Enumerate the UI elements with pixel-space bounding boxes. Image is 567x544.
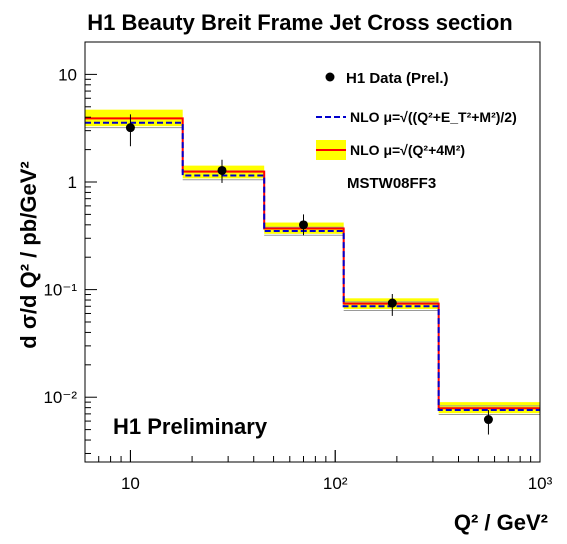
- data-point: [125, 123, 135, 133]
- x-tick-label: 10²: [323, 474, 348, 493]
- x-tick-label: 10³: [528, 474, 553, 493]
- data-point: [298, 220, 308, 230]
- plot-frame: [84, 41, 541, 463]
- x-axis-label: Q² / GeV²: [454, 510, 548, 535]
- legend-pdf-label: MSTW08FF3: [347, 175, 436, 192]
- legend-data-label: H1 Data (Prel.): [346, 70, 449, 87]
- nlo-red-step-line: [85, 117, 540, 410]
- legend: H1 Data (Prel.) NLO μ=√((Q²+E_T²+M²)/2) …: [316, 70, 517, 192]
- y-tick-label: 10: [58, 65, 77, 84]
- preliminary-label: H1 Preliminary: [113, 414, 268, 439]
- y-tick-label: 1: [68, 173, 77, 192]
- legend-nlo1-label: NLO μ=√((Q²+E_T²+M²)/2): [350, 109, 517, 125]
- nlo-blue-step-line: [85, 121, 540, 412]
- y-tick-label: 10⁻¹: [43, 281, 77, 300]
- y-axis-label: d σ/d Q² / pb/GeV²: [16, 161, 41, 348]
- nlo-uncertainty-bands: [85, 109, 540, 416]
- legend-nlo2-label: NLO μ=√(Q²+4M²): [350, 142, 465, 158]
- data-point: [387, 298, 397, 308]
- y-tick-label: 10⁻²: [43, 388, 77, 407]
- chart-title: H1 Beauty Breit Frame Jet Cross section: [87, 10, 513, 35]
- x-tick-label: 10: [121, 474, 140, 493]
- legend-data-marker: [325, 72, 335, 82]
- data-point: [217, 165, 227, 175]
- data-points: [125, 114, 493, 435]
- axes: 10 10² 10³ 10⁻² 10⁻¹ 1 10: [43, 41, 553, 493]
- nlo-prediction-lines: [85, 117, 540, 412]
- data-point: [483, 415, 493, 425]
